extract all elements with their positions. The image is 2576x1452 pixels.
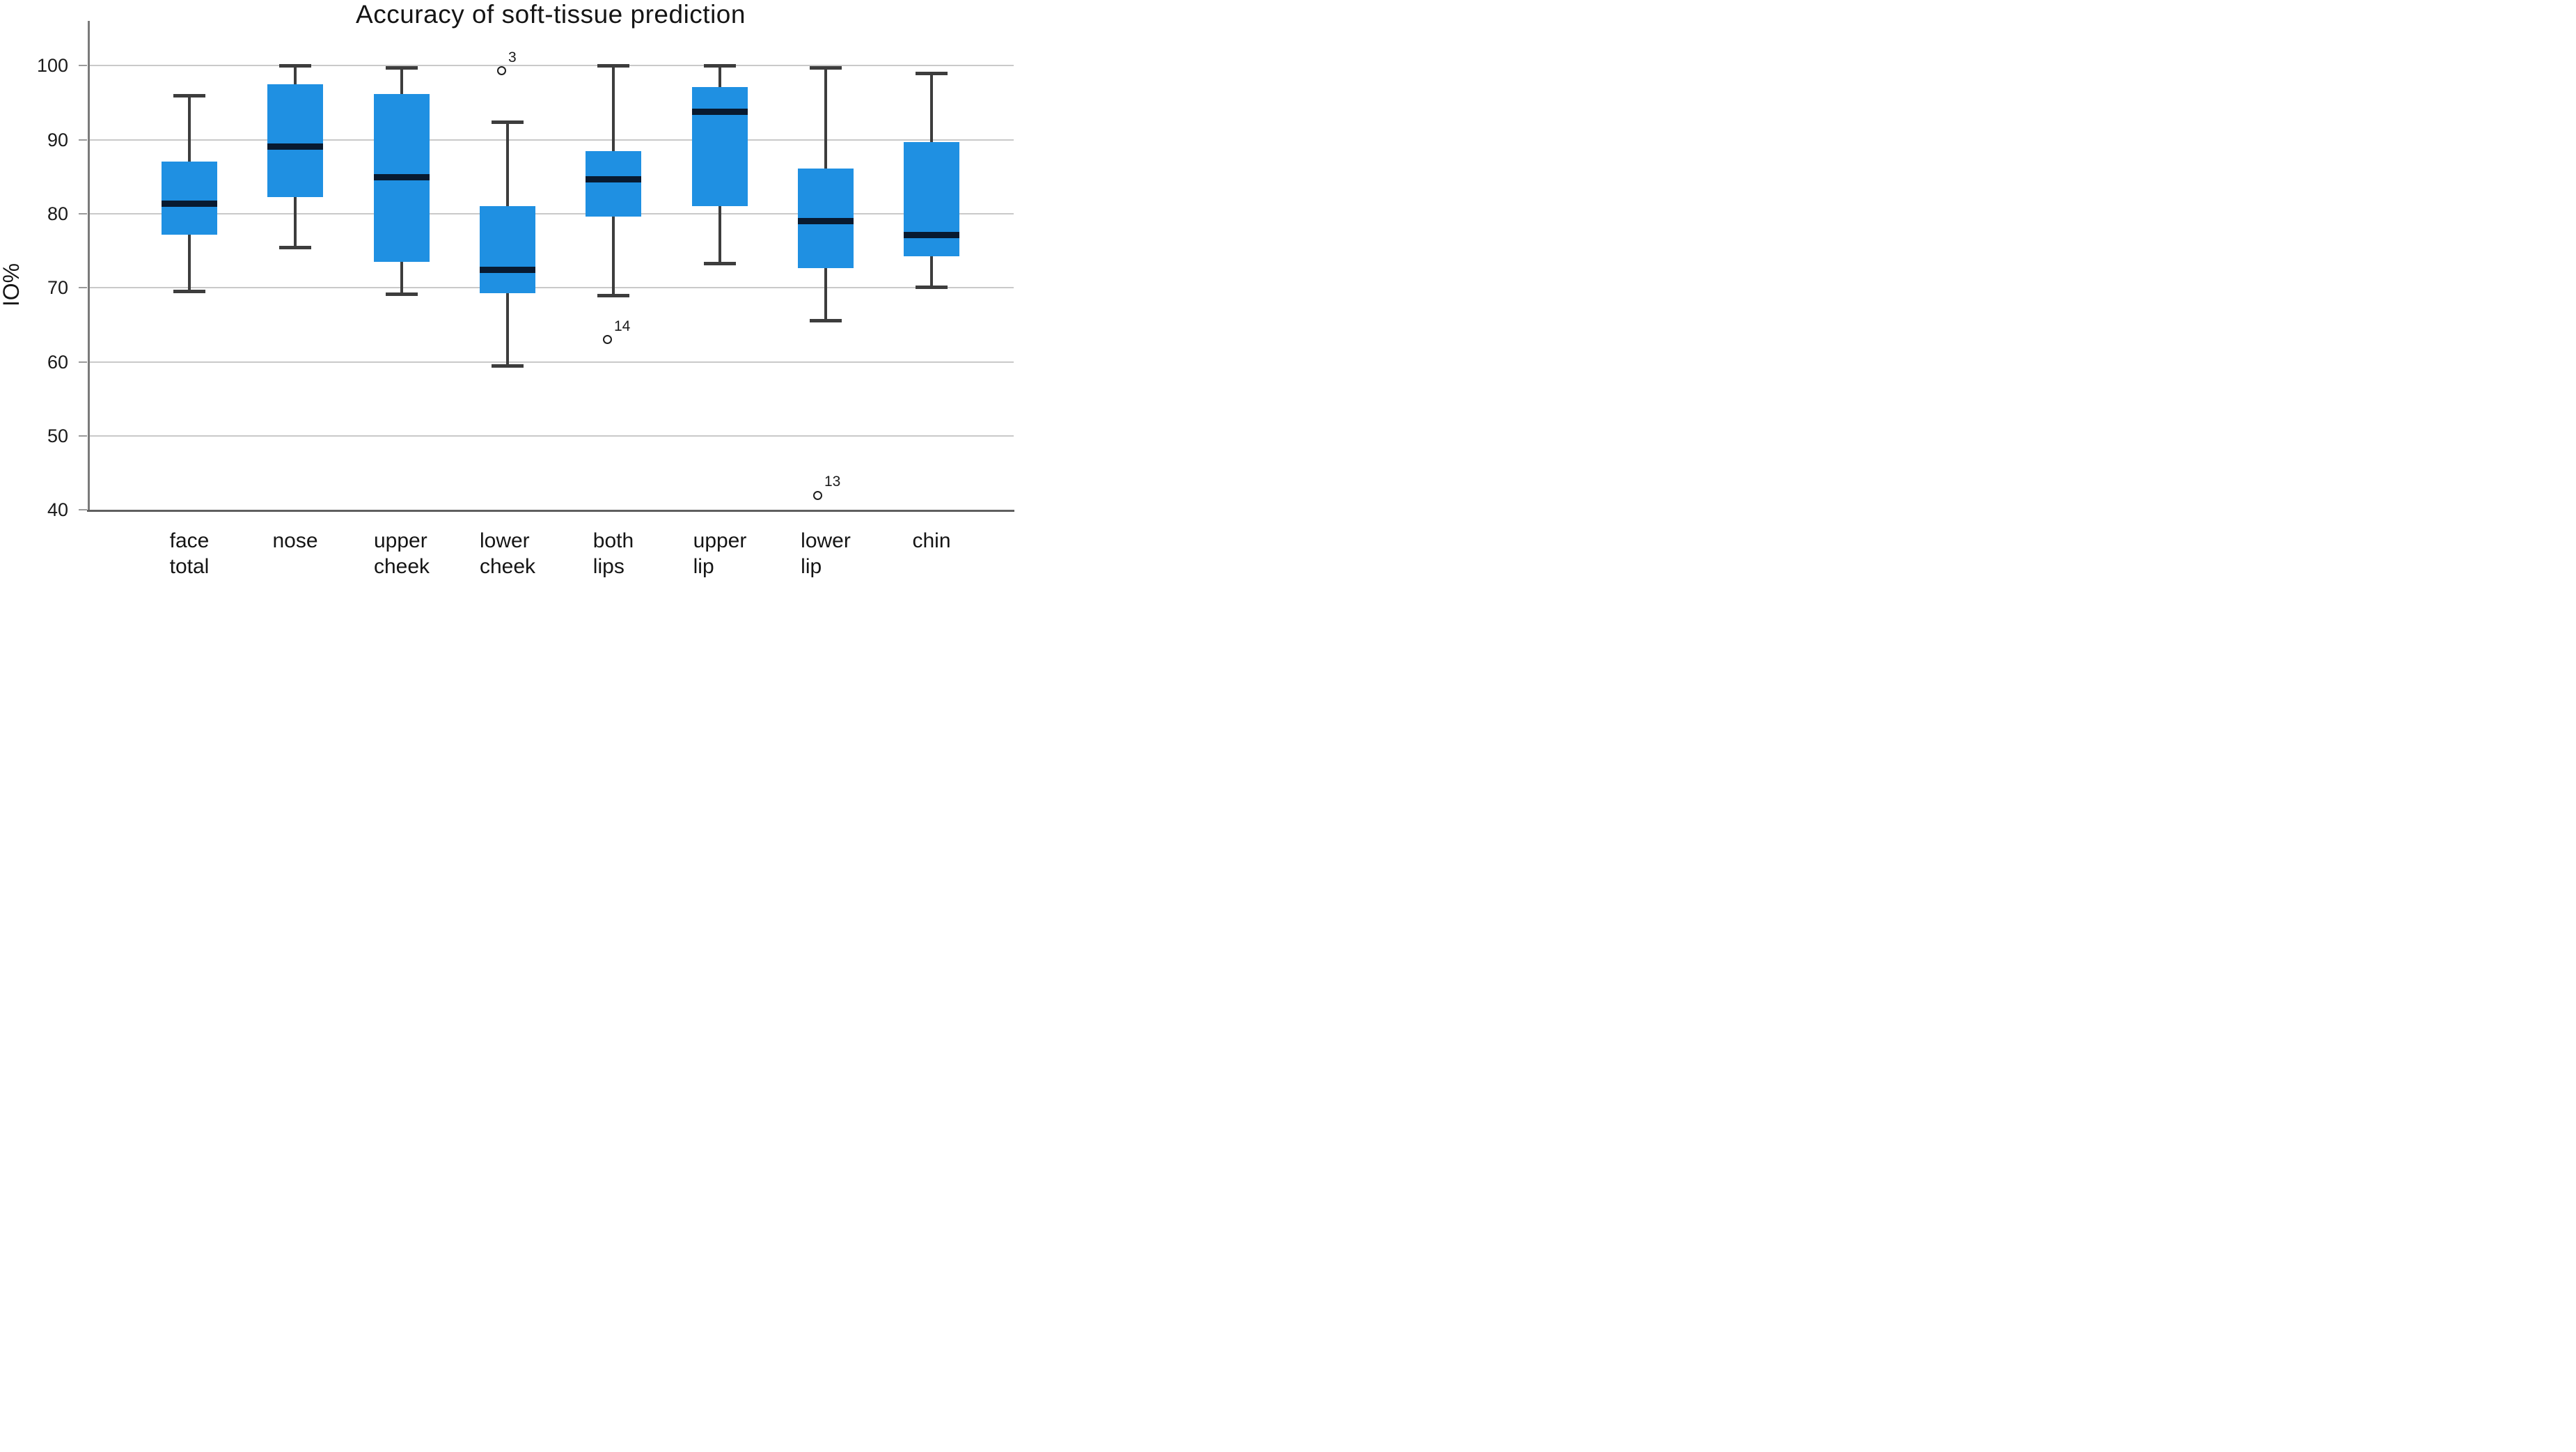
median-line [480, 267, 535, 274]
whisker-cap-top [386, 65, 418, 70]
outlier-circle [602, 335, 612, 345]
boxplot-figure: Accuracy of soft-tissue prediction IO% 1… [0, 0, 1030, 581]
category-label-upper-lip: upper lip [693, 529, 747, 578]
y-tick-mark [79, 139, 87, 141]
y-tick-label: 40 [47, 499, 68, 521]
whisker-cap-top [279, 64, 311, 68]
gridline [88, 65, 1014, 67]
gridline [88, 435, 1014, 437]
median-line [374, 174, 430, 181]
whisker-cap-bottom [173, 289, 205, 293]
whisker-cap-bottom [704, 262, 736, 266]
whisker-cap-bottom [916, 286, 948, 290]
chart-title: Accuracy of soft-tissue prediction [356, 0, 746, 29]
median-line [267, 143, 323, 150]
box [692, 87, 748, 207]
whisker-cap-bottom [386, 292, 418, 296]
median-line [586, 175, 641, 182]
outlier-circle [496, 66, 506, 76]
y-tick-mark [79, 361, 87, 363]
box [480, 206, 535, 293]
y-tick-label: 60 [47, 351, 68, 373]
outlier-label: 14 [614, 318, 631, 334]
gridline [88, 139, 1014, 141]
whisker-cap-bottom [597, 294, 629, 298]
outlier-label: 3 [508, 49, 517, 65]
whisker-cap-bottom [279, 245, 311, 249]
category-label-both-lips: both lips [592, 529, 634, 578]
category-label-face-total: face total [169, 529, 210, 578]
y-tick-mark [79, 65, 87, 67]
y-axis-line [88, 21, 90, 512]
y-tick-label: 70 [47, 277, 68, 299]
y-tick-label: 90 [47, 129, 68, 150]
whisker-cap-top [916, 72, 948, 76]
median-line [692, 108, 748, 115]
whisker-cap-top [704, 64, 736, 68]
y-tick-mark [79, 509, 87, 511]
box [904, 141, 959, 256]
whisker-cap-top [597, 64, 629, 68]
category-label-lower-cheek: lower cheek [479, 529, 536, 578]
median-line [904, 232, 959, 239]
category-label-nose: nose [272, 529, 318, 552]
outlier-label: 13 [824, 474, 841, 490]
y-tick-label: 80 [47, 203, 68, 225]
gridline [88, 213, 1014, 215]
y-tick-mark [79, 213, 87, 215]
x-axis-line [87, 510, 1014, 513]
y-tick-mark [79, 287, 87, 289]
box [267, 84, 323, 197]
whisker-cap-top [810, 65, 842, 70]
y-tick-label: 100 [36, 55, 68, 77]
y-tick-mark [79, 435, 87, 437]
gridline [88, 361, 1014, 363]
whisker-cap-top [492, 120, 524, 125]
whisker-cap-bottom [810, 319, 842, 323]
category-label-lower-lip: lower lip [801, 529, 851, 578]
whisker-cap-top [173, 93, 205, 97]
category-label-chin: chin [912, 529, 951, 552]
median-line [162, 200, 217, 207]
outlier-circle [812, 490, 822, 500]
y-tick-label: 50 [47, 426, 68, 447]
box [162, 161, 217, 235]
whisker-cap-bottom [492, 364, 524, 368]
box [586, 150, 641, 217]
median-line [798, 218, 854, 225]
category-label-upper-cheek: upper cheek [373, 529, 430, 578]
gridline [88, 287, 1014, 289]
